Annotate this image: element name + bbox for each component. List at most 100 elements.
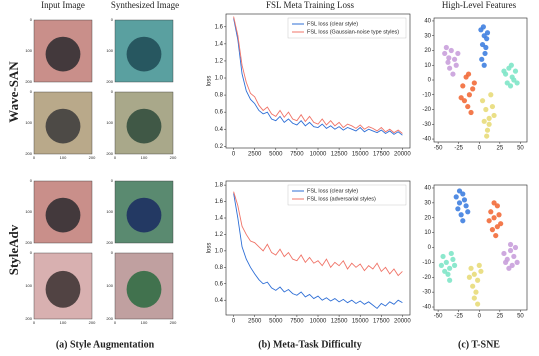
image-subject [45,270,81,308]
image-tick-label: 0 [30,17,33,22]
x-tick-label: 7500 [290,152,304,158]
tsne-point [460,83,466,89]
tsne-point [481,118,487,124]
image-subject [126,270,162,308]
y-tick-label: 0.6 [215,281,224,287]
tsne-point [481,62,487,68]
row-label: Wave-SAN [6,61,21,123]
tsne-point [501,250,507,257]
image-tick-label: 0 [111,250,114,255]
tsne-point [484,36,490,42]
y-tick-label: 0.4 [215,127,224,133]
tsne-point [512,244,519,251]
x-tick-label: -50 [434,314,443,320]
tsne-point [448,47,454,54]
x-tick-label: 5000 [269,319,283,325]
tsne-point [471,295,477,301]
tsne-point [484,30,491,36]
y-tick-label: 10 [424,63,431,69]
tsne-point [483,44,489,51]
y-tick-label: -40 [422,305,431,311]
loss-line [233,191,403,277]
image-tick-label: 200 [25,240,32,245]
x-tick-label: 0 [478,146,482,152]
tsne-point [480,24,486,30]
tsne-point [442,50,448,57]
image-subject [45,36,81,72]
image-tick-label: 100 [25,48,32,53]
y-tick-label: 1.2 [215,59,224,65]
tsne-point [508,62,514,68]
tsne-point [491,200,497,206]
caption: (a) Style Augmentation [56,339,155,350]
tsne-point [509,262,515,268]
tsne-point [445,59,451,65]
image-tick-label: 200 [89,155,96,160]
column-title: Input Image [41,0,85,10]
tsne-point [471,80,477,86]
y-tick-label: 1.0 [215,248,224,254]
image-tick-label: 200 [170,320,177,325]
y-tick-label: -20 [422,275,431,281]
image-tick-label: 200 [25,316,32,321]
legend-label: FSL loss (clear style) [307,21,358,27]
image-subject [126,108,162,144]
x-tick-label: 20000 [394,152,411,158]
image-tick-label: 200 [106,79,113,84]
tsne-point [514,80,520,86]
column-title: FSL Meta Training Loss [266,0,354,10]
tsne-point [450,71,456,77]
tsne-point [465,71,472,77]
image-tick-label: 100 [25,283,32,288]
x-tick-label: 17500 [373,319,390,325]
tsne-point [455,50,461,57]
x-tick-label: 12500 [331,152,348,158]
x-tick-label: 25 [496,314,503,320]
legend-label: FSL loss (adversarial styles) [307,196,376,202]
tsne-point [476,262,482,268]
tsne-point [453,194,459,200]
tsne-point [482,50,488,57]
tsne-point [471,271,477,277]
tsne-point [438,262,445,268]
tsne-point [440,253,446,260]
tsne-point [466,92,472,98]
image-tick-label: 100 [106,209,113,214]
y-tick-label: 0.8 [215,265,224,271]
row-label: StyleAdv [6,224,21,275]
x-tick-label: 15000 [352,319,369,325]
tsne-point [468,109,474,116]
tsne-point [511,253,517,260]
y-axis-label: loss [207,76,213,87]
tsne-point [486,121,492,127]
y-tick-label: 40 [424,186,431,192]
image-tick-label: 100 [60,320,67,325]
image-tick-label: 100 [25,120,32,125]
y-tick-label: 0 [428,78,432,84]
tsne-point [488,209,494,215]
legend-box [287,17,407,39]
tsne-point [486,115,492,121]
y-tick-label: 1.8 [215,183,224,189]
x-tick-label: 25 [496,146,503,152]
y-tick-label: 1.2 [215,232,224,238]
tsne-point [451,56,458,62]
x-tick-label: 0 [478,314,482,320]
y-tick-label: 30 [424,200,431,206]
x-tick-label: 10000 [310,319,327,325]
image-tick-label: 200 [106,316,113,321]
tsne-point [506,265,512,271]
image-tick-label: 100 [60,155,67,160]
tsne-point [453,62,459,68]
image-subject [45,197,81,233]
x-tick-label: 2500 [248,319,262,325]
tsne-point [470,86,476,92]
tsne-point [455,206,461,212]
tsne-point [447,277,453,283]
tsne-point [463,203,469,209]
tsne-point [491,215,497,221]
caption: (c) T-SNE [458,339,500,350]
image-tick-label: 0 [111,178,114,183]
tsne-point [514,259,520,265]
tsne-point [486,218,492,224]
